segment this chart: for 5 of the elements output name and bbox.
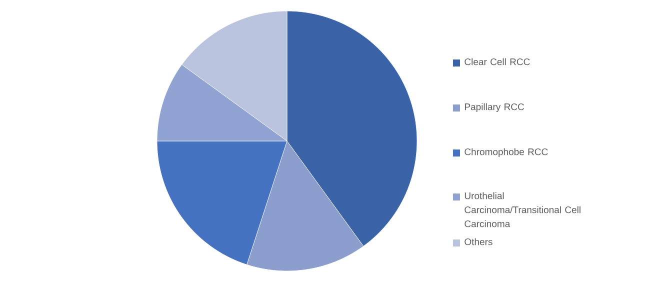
legend-label: Chromophobe RCC: [464, 148, 548, 158]
legend-label: Others: [464, 238, 492, 246]
legend-label: Papillary RCC: [464, 103, 524, 112]
legend-label: Clear Cell RCC: [464, 58, 530, 66]
legend-label: Urothelial Carcinoma/Transitional Cell Carcinoma: [464, 192, 580, 228]
